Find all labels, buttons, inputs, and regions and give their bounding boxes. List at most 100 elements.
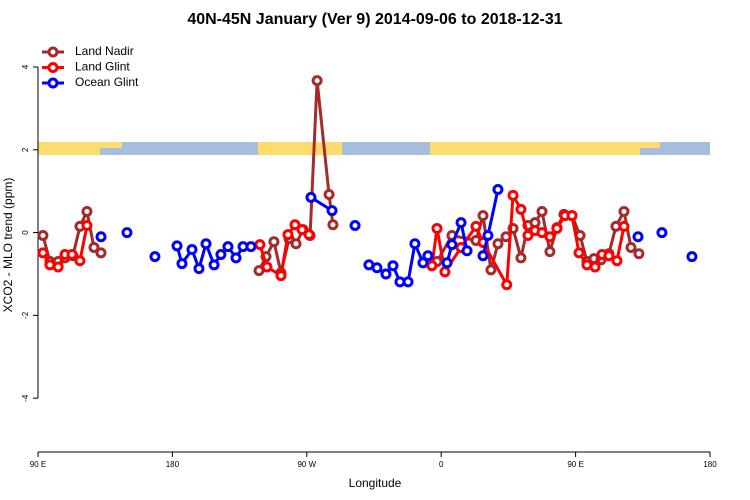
- x-tick-label: 90 E: [567, 460, 583, 469]
- point: [492, 238, 504, 250]
- point: [441, 257, 453, 269]
- point: [603, 250, 615, 262]
- point: [387, 260, 399, 272]
- point: [522, 229, 534, 241]
- point: [245, 241, 257, 253]
- point: [303, 229, 315, 241]
- point: [349, 220, 361, 232]
- point: [656, 227, 668, 239]
- point: [268, 236, 280, 248]
- legend-marker: [47, 62, 59, 73]
- point: [305, 191, 317, 203]
- point: [74, 255, 86, 267]
- point: [566, 210, 578, 222]
- point: [222, 241, 234, 253]
- point: [632, 231, 644, 243]
- point: [482, 229, 494, 241]
- legend-marker: [47, 46, 59, 58]
- point: [515, 203, 527, 215]
- point: [625, 241, 637, 253]
- y-tick-label: 4: [21, 64, 30, 69]
- point: [536, 205, 548, 217]
- point: [215, 249, 227, 261]
- point: [492, 184, 504, 196]
- point: [461, 245, 473, 257]
- land-ocean-strip: [38, 142, 710, 155]
- point: [618, 220, 630, 232]
- point: [171, 240, 183, 252]
- point: [95, 247, 107, 259]
- point: [323, 188, 335, 200]
- point: [507, 189, 519, 201]
- point: [544, 246, 556, 258]
- point: [193, 263, 205, 275]
- point: [37, 229, 49, 241]
- point: [88, 241, 100, 253]
- point: [81, 205, 93, 217]
- point: [66, 249, 78, 261]
- point: [573, 247, 585, 259]
- point: [296, 224, 308, 236]
- x-tick-label: 90 E: [30, 460, 46, 469]
- point: [208, 259, 220, 271]
- point: [477, 250, 489, 262]
- point: [311, 75, 323, 87]
- point: [409, 238, 421, 250]
- x-axis-label: Longitude: [349, 476, 402, 490]
- point: [431, 222, 443, 234]
- point: [327, 219, 339, 231]
- point: [261, 261, 273, 273]
- x-tick-label: 180: [703, 460, 717, 469]
- x-tick-label: 180: [166, 460, 180, 469]
- point: [589, 261, 601, 273]
- point: [618, 205, 630, 217]
- legend-marker: [47, 77, 59, 89]
- y-tick-label: 0: [21, 230, 30, 235]
- point: [422, 250, 434, 262]
- point: [230, 252, 242, 264]
- point: [176, 258, 188, 270]
- point: [200, 238, 212, 250]
- point: [186, 244, 198, 256]
- point: [149, 251, 161, 263]
- point: [439, 266, 451, 278]
- y-tick-label: -2: [21, 311, 30, 319]
- point: [477, 210, 489, 222]
- point: [402, 276, 414, 288]
- point: [501, 279, 513, 291]
- point: [282, 229, 294, 241]
- point: [515, 252, 527, 264]
- point: [371, 262, 383, 274]
- legend-label: Land Nadir: [75, 44, 134, 58]
- point: [536, 227, 548, 239]
- y-tick-label: 2: [21, 147, 30, 152]
- point: [477, 237, 489, 249]
- point: [544, 231, 556, 243]
- point: [455, 217, 467, 229]
- point: [470, 220, 482, 232]
- point: [326, 205, 338, 217]
- legend-label: Ocean Glint: [75, 75, 139, 89]
- point: [290, 238, 302, 250]
- point: [275, 270, 287, 282]
- point: [380, 268, 392, 280]
- y-axis-label: XCO2 - MLO trend (ppm): [1, 178, 15, 313]
- point: [611, 255, 623, 267]
- y-tick-label: -4: [21, 394, 30, 402]
- point: [121, 227, 133, 239]
- point: [686, 251, 698, 263]
- point: [254, 239, 266, 251]
- point: [289, 219, 301, 231]
- point: [95, 231, 107, 243]
- point: [633, 248, 645, 260]
- point: [417, 257, 429, 269]
- chart-title: 40N-45N January (Ver 9) 2014-09-06 to 20…: [187, 11, 562, 28]
- x-tick-label: 0: [439, 460, 444, 469]
- point: [37, 247, 49, 259]
- point: [81, 220, 93, 232]
- point: [52, 261, 64, 273]
- series-line: [41, 80, 640, 274]
- point: [446, 239, 458, 251]
- point: [551, 222, 563, 234]
- x-tick-label: 90 W: [297, 460, 316, 469]
